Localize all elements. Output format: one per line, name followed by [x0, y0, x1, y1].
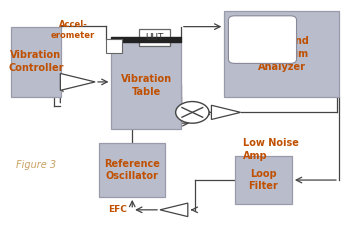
Text: Low Noise
Amp: Low Noise Amp: [243, 138, 299, 161]
Text: Figure 3: Figure 3: [16, 160, 56, 170]
Bar: [224, 11, 339, 96]
Bar: [111, 41, 181, 129]
Text: EFC: EFC: [108, 205, 127, 214]
Bar: [139, 29, 170, 46]
Text: Loop
Filter: Loop Filter: [248, 169, 278, 191]
Polygon shape: [60, 74, 95, 90]
Text: Vibration
Table: Vibration Table: [120, 74, 172, 97]
Text: Baseband
Spectrum
Analyzer: Baseband Spectrum Analyzer: [255, 36, 308, 72]
Bar: [106, 39, 122, 53]
Bar: [99, 143, 165, 197]
Text: Vibration
Controller: Vibration Controller: [8, 50, 64, 73]
Bar: [11, 27, 61, 96]
Bar: [235, 156, 292, 204]
FancyBboxPatch shape: [229, 16, 296, 63]
Polygon shape: [211, 105, 240, 119]
Text: Reference
Oscillator: Reference Oscillator: [104, 158, 160, 181]
Text: Accel-
erometer: Accel- erometer: [51, 20, 95, 40]
Bar: [111, 37, 181, 42]
Text: UUT: UUT: [146, 33, 164, 42]
Polygon shape: [160, 203, 188, 217]
Circle shape: [176, 101, 209, 123]
